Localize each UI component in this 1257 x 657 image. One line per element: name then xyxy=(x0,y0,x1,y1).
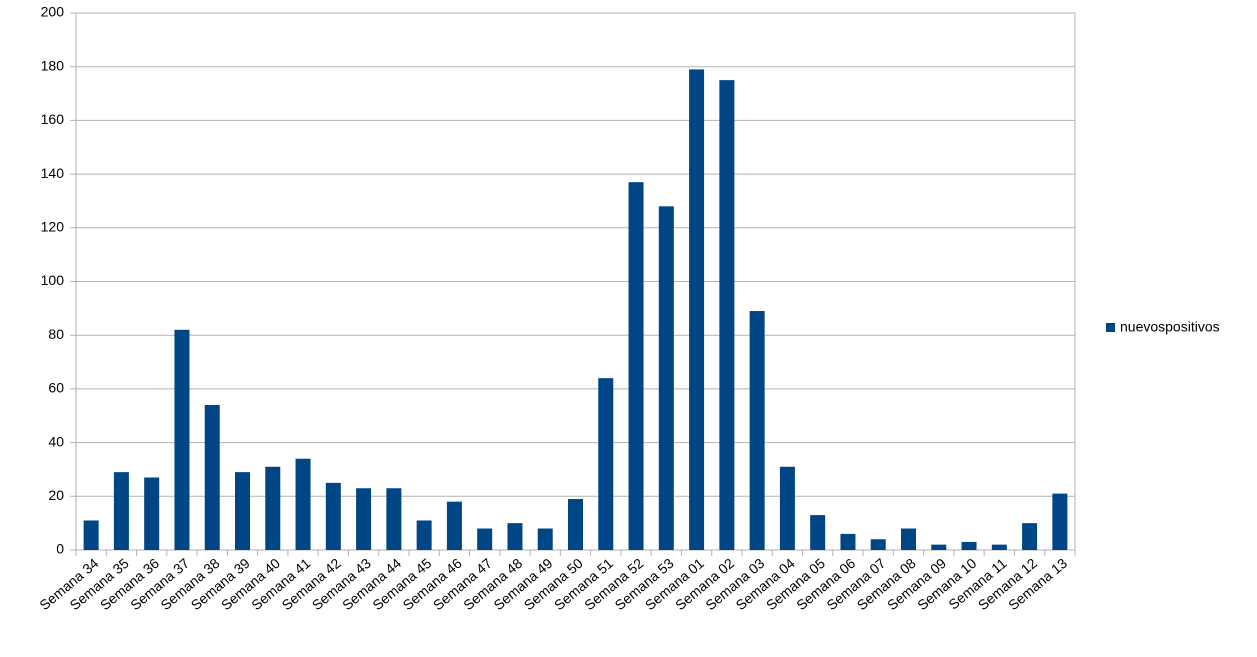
bar xyxy=(991,544,1007,550)
bar xyxy=(477,528,493,550)
y-tick-label: 180 xyxy=(41,57,65,73)
bar xyxy=(113,472,129,550)
bar xyxy=(598,378,614,550)
bar xyxy=(295,458,311,550)
legend-swatch xyxy=(1106,323,1115,332)
bar xyxy=(1022,523,1038,550)
bar xyxy=(356,488,372,550)
bar xyxy=(265,466,281,550)
bar xyxy=(507,523,523,550)
bar xyxy=(870,539,886,550)
y-tick-label: 40 xyxy=(48,433,64,449)
bar xyxy=(689,69,705,550)
bar xyxy=(537,528,553,550)
y-tick-label: 160 xyxy=(41,111,65,127)
bar xyxy=(235,472,250,550)
bar xyxy=(325,482,341,550)
bar xyxy=(144,477,160,550)
bar xyxy=(658,206,674,550)
bar xyxy=(628,182,644,550)
bar xyxy=(446,501,462,550)
bar xyxy=(174,329,190,550)
bar xyxy=(749,311,765,550)
bar xyxy=(568,498,583,550)
bar xyxy=(961,541,977,550)
y-tick-label: 80 xyxy=(48,326,64,342)
y-tick-label: 200 xyxy=(41,4,65,20)
bar xyxy=(840,533,856,550)
bar xyxy=(1052,493,1068,550)
bar xyxy=(386,488,402,550)
y-tick-label: 60 xyxy=(48,380,64,396)
y-tick-label: 0 xyxy=(56,541,64,557)
y-tick-label: 100 xyxy=(41,272,65,288)
bar xyxy=(901,528,916,550)
y-tick-label: 120 xyxy=(41,219,65,235)
bar xyxy=(416,520,432,550)
bar xyxy=(810,515,826,550)
bar xyxy=(204,405,220,550)
bar xyxy=(931,544,947,550)
bar xyxy=(779,466,795,550)
bar xyxy=(83,520,99,550)
y-tick-label: 140 xyxy=(41,165,65,181)
legend-label: nuevospositivos xyxy=(1120,319,1220,335)
y-tick-label: 20 xyxy=(48,487,64,503)
bar xyxy=(719,80,735,550)
